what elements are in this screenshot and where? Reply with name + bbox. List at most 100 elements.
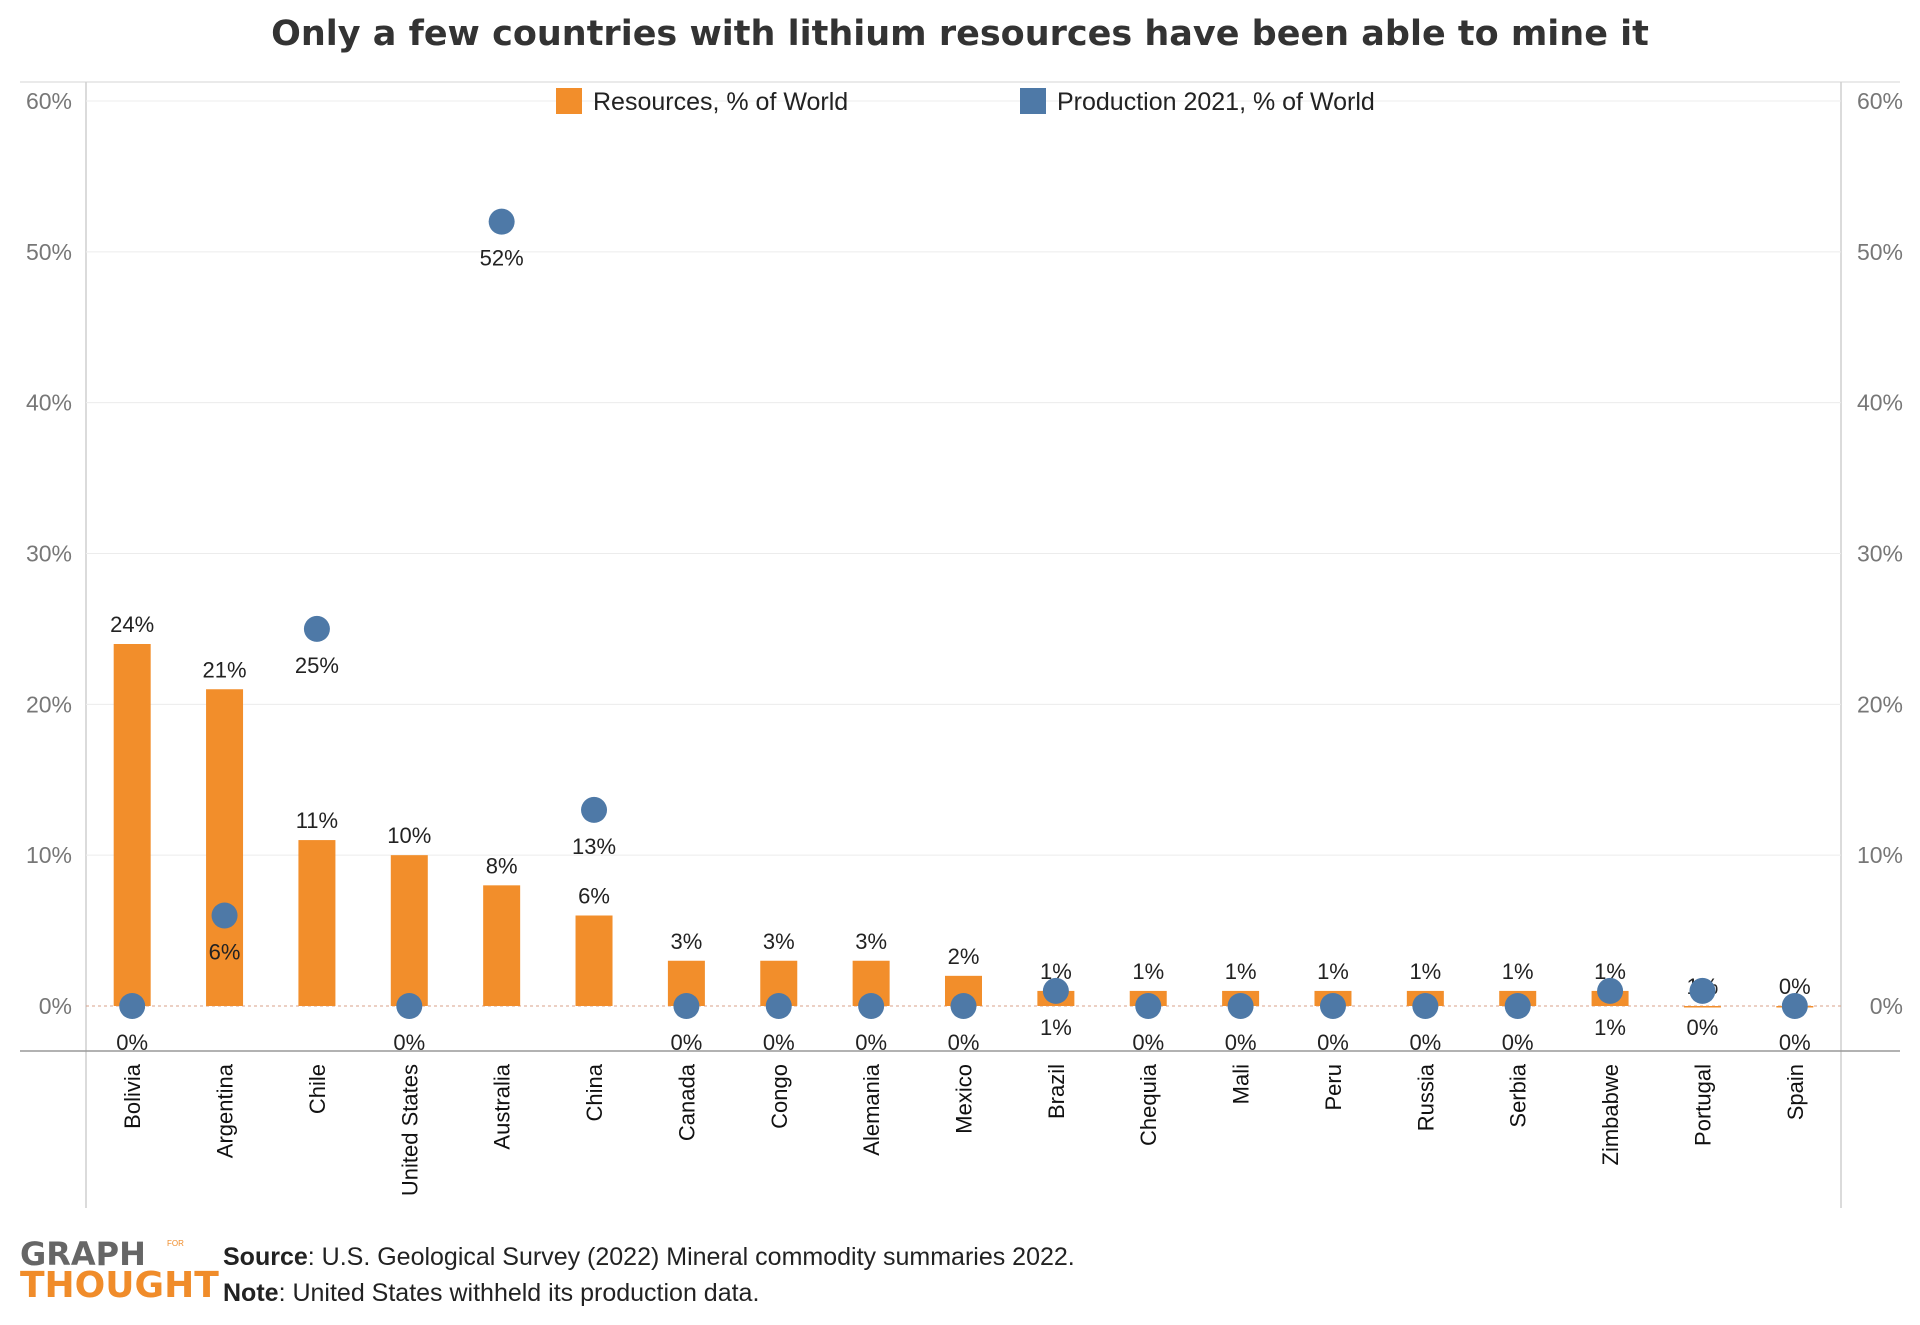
- category-label: Serbia: [1506, 1063, 1531, 1127]
- y-tick-label-left: 30%: [26, 541, 72, 567]
- source-label: Source: [223, 1243, 308, 1271]
- logo-line2: THOUGHT: [20, 1265, 219, 1306]
- category-label: Congo: [767, 1064, 792, 1129]
- production-value-label: 0%: [855, 1030, 887, 1055]
- production-dot: [396, 993, 423, 1019]
- resources-bar: [575, 915, 613, 1006]
- resources-value-label: 6%: [578, 884, 610, 909]
- y-tick-label-left: 40%: [26, 390, 72, 416]
- category-label: Chequia: [1136, 1063, 1161, 1146]
- category-label: Chile: [305, 1064, 330, 1114]
- resources-value-label: 3%: [855, 929, 887, 954]
- resources-value-label: 1%: [1317, 959, 1349, 984]
- resources-bar: [483, 885, 521, 1006]
- resources-value-label: 10%: [387, 823, 431, 848]
- resources-bar: [1683, 1006, 1721, 1008]
- legend-swatch-resources: [556, 88, 582, 114]
- category-label: Brazil: [1044, 1064, 1069, 1119]
- production-value-label: 0%: [670, 1030, 702, 1055]
- y-tick-label-right: 60%: [1857, 88, 1903, 114]
- production-dot: [673, 993, 700, 1019]
- production-dots: [119, 208, 1808, 1019]
- production-value-label: 0%: [1225, 1030, 1257, 1055]
- category-label: United States: [397, 1064, 422, 1196]
- production-dot: [1597, 977, 1624, 1004]
- y-tick-label-right: 10%: [1857, 842, 1903, 868]
- production-dot: [765, 993, 792, 1019]
- production-value-label: 0%: [116, 1030, 148, 1055]
- footer: GRAPH FOR THOUGHT Source: U.S. Geologica…: [20, 1235, 1900, 1315]
- category-label: Zimbabwe: [1598, 1064, 1623, 1165]
- category-label: China: [582, 1063, 607, 1121]
- resources-value-label: 21%: [203, 657, 247, 682]
- footer-notes: Source: U.S. Geological Survey (2022) Mi…: [223, 1239, 1075, 1311]
- category-label: Australia: [490, 1063, 515, 1149]
- production-labels: 0% 6% 25% 0% 52% 13% 0% 0% 0% 0% 1% 0% 0% 0% 0% 0% 1% 0% 0…: [116, 246, 1810, 1055]
- production-value-label: 0%: [1687, 1015, 1719, 1040]
- resources-value-label: 1%: [1225, 959, 1257, 984]
- category-label: Mexico: [952, 1064, 977, 1134]
- category-label: Portugal: [1690, 1064, 1715, 1146]
- category-label: Canada: [674, 1063, 699, 1141]
- production-dot: [950, 993, 977, 1019]
- logo-small: FOR: [167, 1239, 184, 1248]
- legend: Resources, % of World Production 2021, %…: [556, 88, 1375, 116]
- resources-labels: 24%21%11%10%8%6%3%3%3%2%1%1%1%1%1%1%1%1%…: [110, 612, 1811, 999]
- note-text: : United States withheld its production …: [278, 1279, 760, 1307]
- chart: 0% 10% 20% 30% 40% 50% 60% 0% 10% 20% 30% 40% 50% 60…: [20, 81, 1903, 1208]
- legend-label-resources: Resources, % of World: [593, 88, 848, 116]
- note-line: Note: United States withheld its product…: [223, 1275, 1075, 1311]
- x-axis-categories: Bolivia Argentina Chile United States Austra…: [120, 1063, 1808, 1196]
- production-dot: [1504, 993, 1531, 1019]
- resources-value-label: 2%: [948, 944, 980, 969]
- resources-value-label: 1%: [1502, 959, 1534, 984]
- production-value-label: 6%: [209, 940, 241, 965]
- production-dot: [1319, 993, 1346, 1019]
- production-dot: [119, 993, 146, 1019]
- y-axis-right: 0% 10% 20% 30% 40% 50% 60%: [1857, 88, 1903, 1019]
- production-value-label: 1%: [1040, 1015, 1072, 1040]
- production-dot: [1689, 977, 1716, 1004]
- resources-value-label: 24%: [110, 612, 154, 637]
- production-dot: [488, 208, 515, 235]
- resources-value-label: 11%: [296, 808, 338, 833]
- y-tick-label-left: 20%: [26, 691, 72, 717]
- resources-bar: [113, 644, 151, 1006]
- graph-for-thought-logo: GRAPH FOR THOUGHT: [20, 1235, 220, 1306]
- y-tick-label-right: 50%: [1857, 239, 1903, 265]
- resources-bar: [390, 855, 428, 1006]
- production-value-label: 0%: [948, 1030, 980, 1055]
- legend-swatch-production: [1020, 88, 1046, 114]
- production-dot: [1412, 993, 1439, 1019]
- note-label: Note: [223, 1279, 279, 1307]
- category-label: Spain: [1783, 1064, 1808, 1120]
- category-label: Peru: [1321, 1064, 1346, 1110]
- category-label: Mali: [1229, 1064, 1254, 1104]
- production-value-label: 0%: [763, 1030, 795, 1055]
- source-text: : U.S. Geological Survey (2022) Mineral …: [307, 1243, 1075, 1271]
- logo-line1: GRAPH: [20, 1235, 146, 1273]
- chart-title: Only a few countries with lithium resour…: [271, 14, 1649, 54]
- production-dot: [1781, 993, 1808, 1019]
- resources-value-label: 1%: [1132, 959, 1164, 984]
- production-value-label: 13%: [572, 834, 616, 859]
- production-value-label: 0%: [393, 1030, 425, 1055]
- y-tick-label-left: 50%: [26, 239, 72, 265]
- production-value-label: 0%: [1502, 1030, 1534, 1055]
- y-tick-label-left: 10%: [26, 842, 72, 868]
- production-dot: [211, 902, 238, 929]
- production-value-label: 0%: [1779, 1030, 1811, 1055]
- resources-bar: [206, 689, 244, 1006]
- resources-value-label: 1%: [1409, 959, 1441, 984]
- production-dot: [1135, 993, 1162, 1019]
- resources-value-label: 3%: [763, 929, 795, 954]
- source-line: Source: U.S. Geological Survey (2022) Mi…: [223, 1239, 1075, 1275]
- resources-value-label: 3%: [670, 929, 702, 954]
- resources-bars: [113, 644, 1814, 1008]
- production-dot: [858, 993, 885, 1019]
- y-tick-label-right: 30%: [1857, 541, 1903, 567]
- y-tick-label-right: 40%: [1857, 390, 1903, 416]
- production-value-label: 0%: [1132, 1030, 1164, 1055]
- production-dot: [1042, 977, 1069, 1004]
- production-dot: [581, 796, 608, 823]
